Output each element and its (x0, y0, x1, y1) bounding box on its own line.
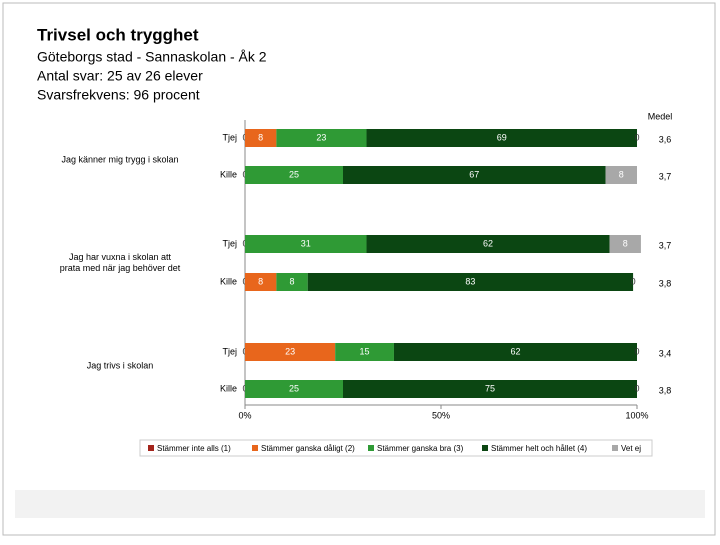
legend-label: Stämmer helt och hållet (4) (491, 444, 587, 453)
value-label: 15 (360, 346, 370, 356)
row-label: Kille (220, 383, 237, 393)
bar-segment (343, 380, 637, 398)
legend-box (139, 439, 653, 457)
footer-strip (15, 490, 705, 518)
value-label: 0 (634, 132, 639, 142)
title: Trivsel och trygghet (37, 25, 199, 44)
value-label: 67 (469, 169, 479, 179)
footer-band (15, 490, 705, 518)
value-label: 0 (634, 346, 639, 356)
group-label: Jag känner mig trygg i skolan (61, 154, 178, 164)
value-label: 23 (316, 132, 326, 142)
legend-swatch (612, 445, 618, 451)
value-label: 83 (465, 276, 475, 286)
bar-segment (245, 129, 277, 147)
row-label: Kille (220, 276, 237, 286)
value-label: 62 (510, 346, 520, 356)
medel-title: Medel (648, 111, 673, 121)
medel-value: 3,4 (659, 348, 672, 358)
value-label: 69 (497, 132, 507, 142)
x-tick-label: 100% (625, 410, 648, 420)
bar-segment (245, 166, 343, 184)
bar-segment (245, 380, 343, 398)
subtitle: Göteborgs stad - Sannaskolan - Åk 2 (37, 49, 267, 65)
bar-segment (605, 166, 637, 184)
medel-value: 3,7 (659, 240, 672, 250)
medel-value: 3,8 (659, 385, 672, 395)
legend-label: Stämmer inte alls (1) (157, 444, 231, 453)
value-label: 8 (258, 132, 263, 142)
legend-swatch (252, 445, 258, 451)
bar-segment (609, 235, 641, 253)
group-label: Jag trivs i skolan (87, 360, 154, 370)
row-label: Tjej (222, 238, 237, 248)
value-label: 25 (289, 383, 299, 393)
bar-segment (366, 235, 610, 253)
legend-swatch (368, 445, 374, 451)
bar-segment (343, 166, 606, 184)
legend-label: Stämmer ganska bra (3) (377, 444, 464, 453)
bar-segment (366, 129, 637, 147)
value-label: 0 (634, 383, 639, 393)
legend-swatch (482, 445, 488, 451)
value-label: 23 (285, 346, 295, 356)
subtitle: Svarsfrekvens: 96 procent (37, 87, 200, 103)
bar-segment (393, 343, 637, 361)
value-label: 75 (485, 383, 495, 393)
slide-frame (2, 2, 716, 536)
group-label: prata med när jag behöver det (60, 263, 181, 273)
bar-segment (307, 273, 634, 291)
medel-value: 3,6 (659, 134, 672, 144)
bar-segment (245, 235, 367, 253)
bar-segment (276, 129, 367, 147)
value-label: 62 (483, 238, 493, 248)
bar-segment (335, 343, 394, 361)
value-label: 31 (301, 238, 311, 248)
value-label: 8 (290, 276, 295, 286)
value-label: 0 (631, 276, 636, 286)
value-label: 8 (623, 238, 628, 248)
legend-label: Vet ej (621, 444, 641, 453)
value-label: 8 (619, 169, 624, 179)
bar-segment (245, 273, 277, 291)
group-label: Jag har vuxna i skolan att (69, 252, 172, 262)
legend-swatch (148, 445, 154, 451)
medel-value: 3,8 (659, 278, 672, 288)
subtitle: Antal svar: 25 av 26 elever (37, 68, 203, 84)
medel-value: 3,7 (659, 171, 672, 181)
bar-segment (245, 343, 336, 361)
bar-segment (276, 273, 308, 291)
value-label: 25 (289, 169, 299, 179)
x-tick-label: 50% (432, 410, 450, 420)
x-tick-label: 0% (238, 410, 251, 420)
legend-label: Stämmer ganska dåligt (2) (261, 444, 355, 453)
row-label: Kille (220, 169, 237, 179)
row-label: Tjej (222, 346, 237, 356)
value-label: 8 (258, 276, 263, 286)
row-label: Tjej (222, 132, 237, 142)
